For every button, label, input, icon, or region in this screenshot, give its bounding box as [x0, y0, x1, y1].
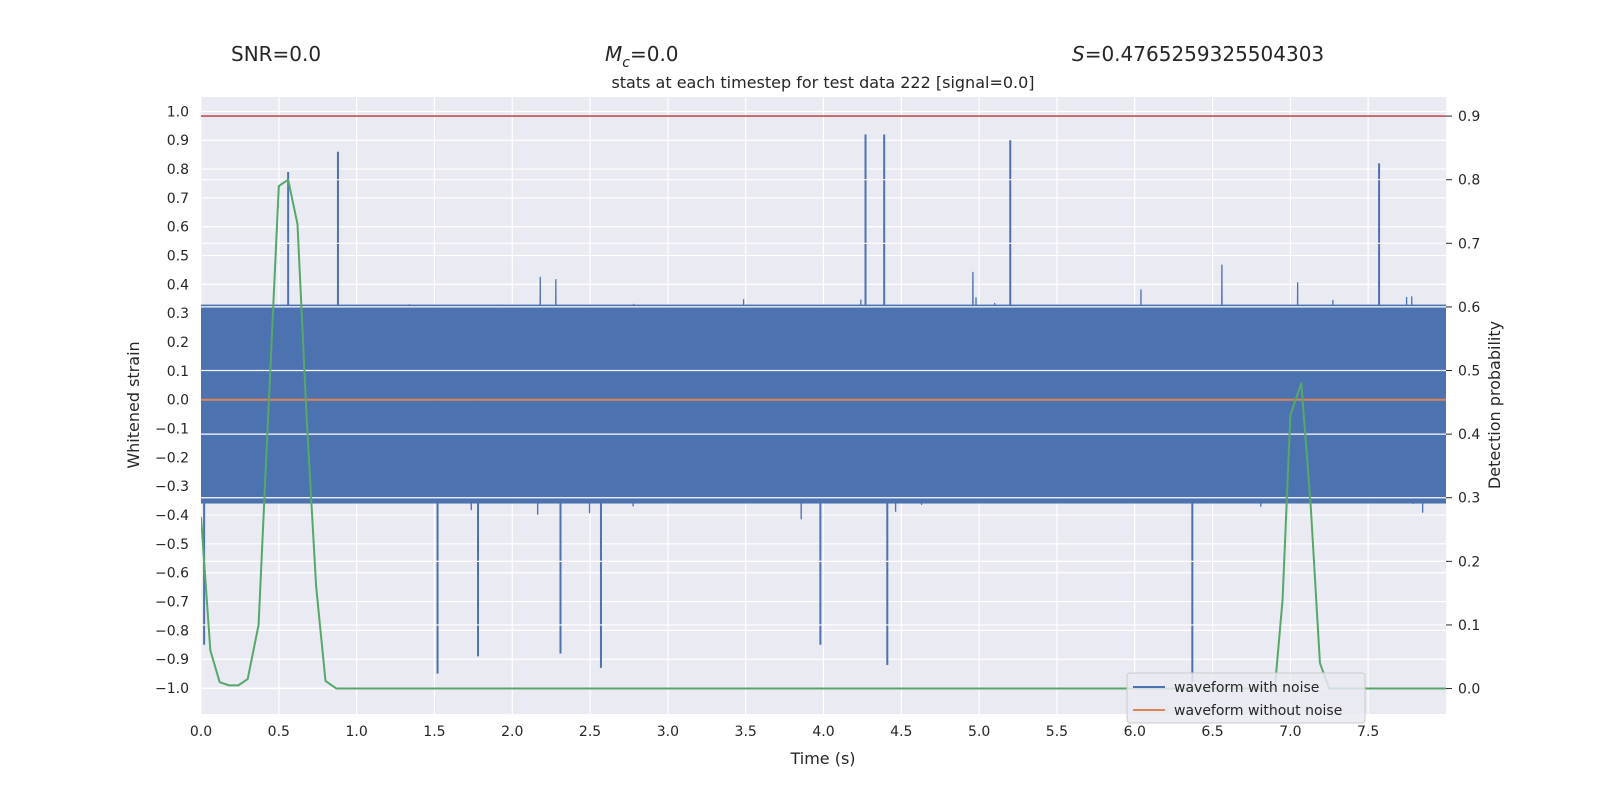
mc-value: =0.0	[630, 42, 679, 66]
y-tick-label: 1.0	[167, 104, 189, 120]
x-tick-label: 2.5	[579, 724, 601, 740]
x-axis: 0.0 0.5 1.0 1.5 2.0 2.5 3.0 3.5 4.0 4.5 5.0 5.5 6.0 6…	[190, 724, 1379, 740]
x-tick-label: 7.5	[1357, 724, 1379, 740]
series-layer	[201, 115, 1446, 690]
y-tick-label: −0.9	[155, 652, 189, 668]
y-tick-label: 0.2	[167, 335, 189, 351]
series-detection-probability	[201, 178, 1446, 690]
snr-label: SNR=0.0	[231, 42, 321, 66]
y-tick-label: −0.6	[155, 566, 189, 582]
y-axis-label: Whitened strain	[124, 341, 143, 468]
y-tick-label: 0.1	[167, 364, 189, 380]
y2-tick-label: 0.0	[1458, 682, 1480, 698]
y2-tick-label: 0.4	[1458, 427, 1480, 443]
y-tick-label: 0.6	[167, 220, 189, 236]
x-tick-label: 6.0	[1124, 724, 1146, 740]
y2-tick-label: 0.3	[1458, 491, 1480, 507]
y2-tick-label: 0.5	[1458, 364, 1480, 380]
chart-title: stats at each timestep for test data 222…	[611, 73, 1034, 92]
y-tick-label: −0.4	[155, 508, 189, 524]
mc-subscript: c	[622, 55, 630, 71]
y-axis-right: 0.9 0.8 0.7 0.6 0.5 0.4 0.3 0.2 0.1 0.0	[1446, 109, 1480, 698]
y-axis-left: 1.0 0.9 0.8 0.7 0.6 0.5 0.4 0.3 0.2 0.1 0.0 −0.1 −0.…	[155, 104, 189, 697]
x-tick-label: 5.0	[968, 724, 990, 740]
x-tick-label: 7.0	[1279, 724, 1301, 740]
x-tick-label: 6.5	[1201, 724, 1223, 740]
s-value: =0.4765259325504303	[1085, 42, 1324, 66]
legend: waveform with noise waveform without nois…	[1126, 672, 1366, 724]
y-tick-label: 0.5	[167, 249, 189, 265]
y-tick-label: 0.3	[167, 306, 189, 322]
y-tick-label: 0.8	[167, 162, 189, 178]
x-tick-label: 2.0	[501, 724, 523, 740]
x-axis-label: Time (s)	[789, 749, 855, 768]
y2-tick-label: 0.6	[1458, 300, 1480, 316]
y-tick-label: −0.7	[155, 595, 189, 611]
x-tick-label: 3.5	[735, 724, 757, 740]
y-tick-label: 0.7	[167, 191, 189, 207]
chart-header: SNR=0.0 Mc=0.0 S=0.4765259325504303 stat…	[231, 42, 1324, 92]
legend-box	[1126, 672, 1366, 724]
y-tick-label: 0.0	[167, 393, 189, 409]
y2-tick-label: 0.7	[1458, 236, 1480, 252]
x-tick-label: 4.0	[812, 724, 834, 740]
legend-label: waveform with noise	[1174, 680, 1319, 696]
y-tick-label: −0.1	[155, 422, 189, 438]
mc-symbol: M	[605, 42, 622, 66]
y-tick-label: −0.8	[155, 623, 189, 639]
x-tick-label: 5.5	[1046, 724, 1068, 740]
s-label: S=0.4765259325504303	[1072, 42, 1324, 66]
s-symbol: S	[1072, 42, 1085, 66]
y-tick-label: −0.2	[155, 450, 189, 466]
x-tick-label: 4.5	[890, 724, 912, 740]
y-tick-label: 0.4	[167, 277, 189, 293]
x-tick-label: 3.0	[657, 724, 679, 740]
mc-label: Mc=0.0	[605, 42, 679, 71]
x-tick-label: 0.0	[190, 724, 212, 740]
y2-tick-label: 0.1	[1458, 618, 1480, 634]
y2-tick-label: 0.8	[1458, 173, 1480, 189]
y-tick-label: −1.0	[155, 681, 189, 697]
legend-label: waveform without noise	[1174, 703, 1342, 719]
waveform-noise-core	[201, 304, 1446, 504]
x-tick-label: 0.5	[268, 724, 290, 740]
y-tick-label: −0.3	[155, 479, 189, 495]
y2-axis-label: Detection probability	[1485, 321, 1504, 489]
y-tick-label: −0.5	[155, 537, 189, 553]
x-tick-label: 1.5	[423, 724, 445, 740]
y-tick-label: 0.9	[167, 133, 189, 149]
y2-tick-label: 0.9	[1458, 109, 1480, 125]
y2-tick-label: 0.2	[1458, 554, 1480, 570]
x-tick-label: 1.0	[345, 724, 367, 740]
